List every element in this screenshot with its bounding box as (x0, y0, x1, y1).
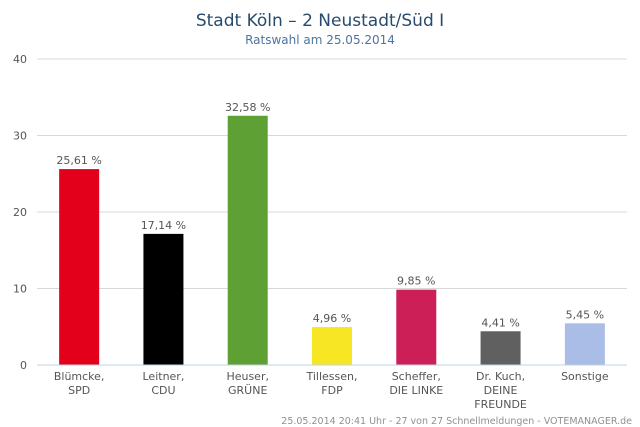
y-tick-label: 20 (13, 206, 27, 219)
y-tick-label: 0 (20, 359, 27, 372)
data-label: 4,41 % (481, 316, 519, 329)
y-axis-ticks: 0 10 20 30 40 (13, 53, 27, 372)
bar (143, 233, 184, 365)
x-category-label: Tillessen, FDP (305, 370, 357, 397)
data-label: 9,85 % (397, 275, 435, 288)
bar (480, 331, 521, 365)
chart-title: Stadt Köln – 2 Neustadt/Süd I (196, 11, 444, 31)
grid-lines (37, 58, 627, 289)
x-category-label: Leitner, CDU (143, 370, 185, 397)
bar (227, 115, 268, 365)
data-label: 32,58 % (225, 101, 270, 114)
bar (59, 169, 100, 365)
x-category-label: Heuser, GRÜNE (226, 370, 269, 397)
x-category-label: Dr. Kuch, DEINE FREUNDE (474, 370, 527, 411)
x-axis-categories: Blümcke, SPD Leitner, CDU Heuser, GRÜNE Tilles… (54, 370, 609, 411)
data-label: 17,14 % (141, 219, 186, 232)
data-label: 5,45 % (566, 308, 604, 321)
bars (59, 115, 605, 365)
y-tick-label: 10 (13, 283, 27, 296)
data-label: 25,61 % (56, 154, 101, 167)
bar (396, 289, 437, 365)
x-category-label: Blümcke, SPD (54, 370, 105, 397)
chart-subtitle: Ratswahl am 25.05.2014 (245, 33, 395, 47)
data-label: 4,96 % (313, 312, 351, 325)
x-category-label: Scheffer, DIE LINKE (389, 370, 443, 397)
footer-source: 25.05.2014 20:41 Uhr - 27 von 27 Schnell… (281, 416, 632, 427)
bar (564, 323, 605, 365)
bar (312, 327, 352, 365)
y-tick-label: 40 (13, 53, 27, 66)
data-labels: 25,61 % 17,14 % 32,58 % 4,96 % 9,85 % 4,41 % 5… (56, 101, 604, 330)
y-tick-label: 30 (13, 130, 27, 143)
x-category-label: Sonstige (561, 370, 609, 383)
